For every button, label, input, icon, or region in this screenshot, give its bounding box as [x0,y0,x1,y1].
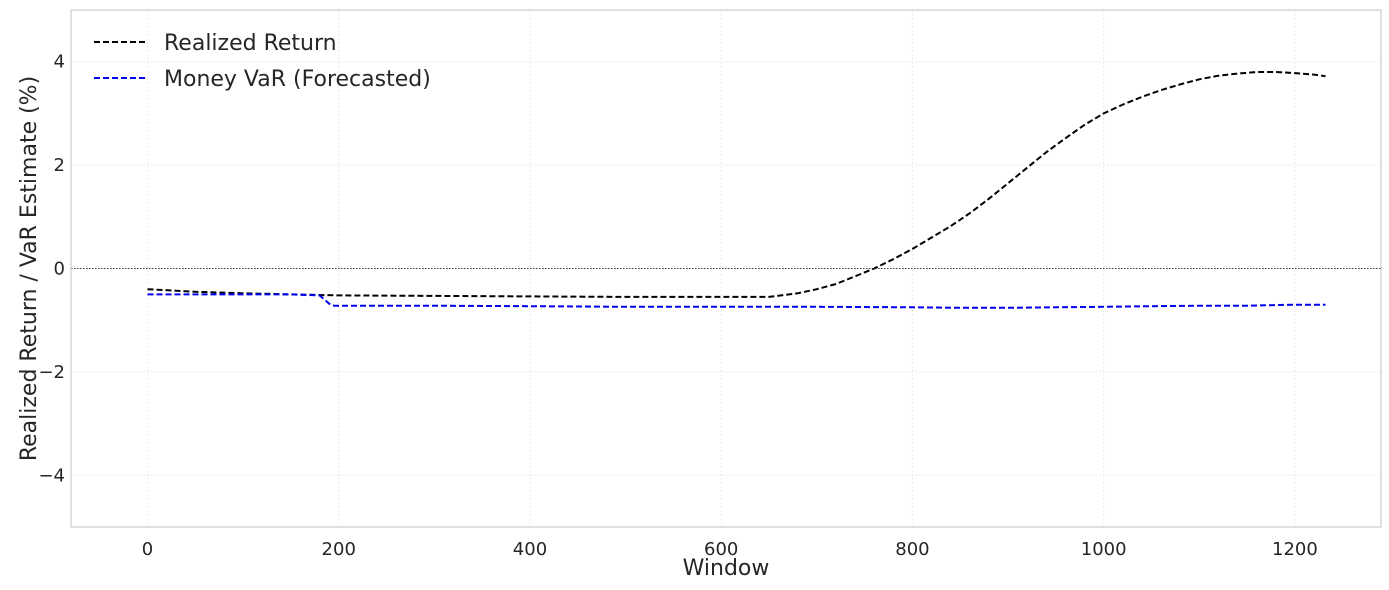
y-tick-label: 0 [54,259,65,280]
series-layer [147,71,1326,309]
x-tick-label: 1000 [1081,539,1127,560]
x-tick-labels: 0 200 400 600 800 1000 1200 [142,539,1318,560]
x-tick-label: 600 [704,539,738,560]
y-tick-label: −2 [38,362,65,383]
x-tick-label: 0 [142,539,153,560]
y-tick-label: 2 [54,155,65,176]
legend: Realized Return Money VaR (Forecasted) [94,31,431,92]
plot-frame [70,9,1382,528]
x-tick-label: 1200 [1272,539,1318,560]
legend-label-money-var: Money VaR (Forecasted) [164,67,431,92]
x-tick-label: 800 [895,539,929,560]
series-line-1 [147,293,1326,309]
y-tick-labels: −4 −2 0 2 4 [38,52,65,487]
y-tick-label: −4 [38,465,65,486]
series-line-0 [147,71,1326,298]
y-axis-label: Realized Return / VaR Estimate (%) [17,76,42,461]
x-tick-label: 200 [322,539,356,560]
x-axis-label: Window [683,556,770,581]
legend-label-realized-return: Realized Return [164,31,337,56]
y-tick-label: 4 [54,52,65,73]
x-tick-label: 400 [513,539,547,560]
